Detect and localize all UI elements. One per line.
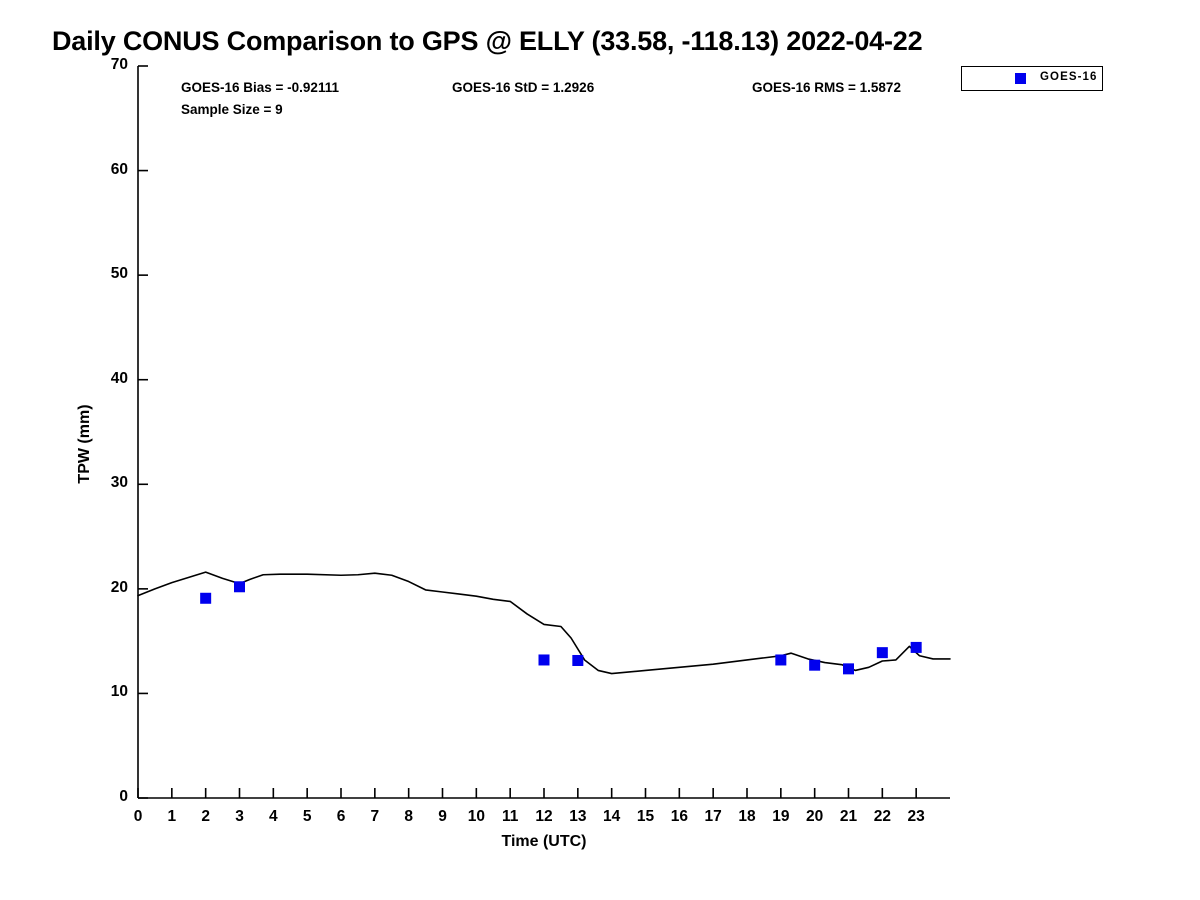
x-axis-tick-label: 13 (569, 808, 587, 825)
x-axis-tick-label: 12 (535, 808, 553, 825)
data-point-marker (843, 663, 854, 675)
x-axis-tick-label: 0 (133, 808, 143, 825)
legend-label-goes16: GOES-16 (1040, 71, 1098, 83)
data-point-marker (876, 647, 888, 659)
x-axis-tick-label: 15 (636, 808, 655, 825)
x-axis-tick-label: 20 (806, 808, 824, 825)
x-axis-tick-label: 22 (873, 808, 891, 825)
annotation-bias: GOES-16 Bias = -0.92111 (181, 80, 339, 95)
x-axis-tick-label: 9 (438, 808, 447, 825)
data-point-marker (572, 654, 584, 666)
y-axis-tick-label: 30 (110, 474, 128, 492)
legend (961, 66, 1103, 91)
y-axis-tick-label: 20 (110, 578, 128, 596)
data-point-marker (200, 592, 212, 604)
y-axis-tick-label: 0 (119, 788, 128, 805)
legend-marker-goes16-icon (1015, 73, 1026, 84)
data-point-marker (809, 659, 821, 671)
data-point-marker (910, 641, 922, 653)
x-axis-tick-label: 16 (670, 808, 688, 825)
x-axis-tick-label: 8 (404, 808, 413, 825)
annotation-std: GOES-16 StD = 1.2926 (452, 80, 595, 95)
y-axis-ticks (138, 65, 148, 799)
data-point-marker (775, 654, 787, 666)
x-axis-tick-label: 19 (772, 808, 790, 825)
x-axis-tick-label: 10 (467, 808, 485, 825)
page-title: Daily CONUS Comparison to GPS @ ELLY (33… (52, 26, 923, 56)
data-point-marker (234, 581, 245, 593)
x-axis-ticks (137, 788, 917, 798)
x-axis-tick-label: 11 (501, 808, 519, 825)
annotation-sample-size: Sample Size = 9 (181, 102, 283, 117)
x-axis-tick-label: 23 (907, 808, 925, 825)
goes16-marker-series (200, 581, 922, 675)
y-axis-tick-label: 60 (110, 160, 128, 178)
x-axis-tick-label: 17 (704, 808, 722, 825)
y-axis-tick-label: 40 (110, 369, 128, 387)
x-axis-tick-label: 6 (336, 808, 346, 825)
x-axis-label: Time (UTC) (501, 833, 587, 850)
x-axis-tick-label: 5 (302, 808, 312, 825)
x-axis-tick-label: 2 (201, 808, 210, 825)
x-axis-tick-label: 1 (167, 808, 177, 825)
y-axis-tick-label: 70 (110, 56, 128, 73)
y-axis-tick-label: 10 (110, 683, 128, 701)
annotation-rms: GOES-16 RMS = 1.5872 (752, 80, 901, 95)
y-axis-tick-label: 50 (110, 265, 128, 283)
x-axis-tick-label: 14 (603, 808, 621, 825)
x-axis-tick-label: 18 (738, 808, 756, 825)
x-axis-tick-label: 4 (269, 808, 278, 825)
axes-spines (137, 66, 950, 799)
data-point-marker (538, 654, 550, 666)
x-axis-tick-label: 7 (370, 808, 380, 825)
x-axis-tick-label: 3 (235, 808, 244, 825)
x-axis-tick-label: 21 (839, 808, 858, 825)
